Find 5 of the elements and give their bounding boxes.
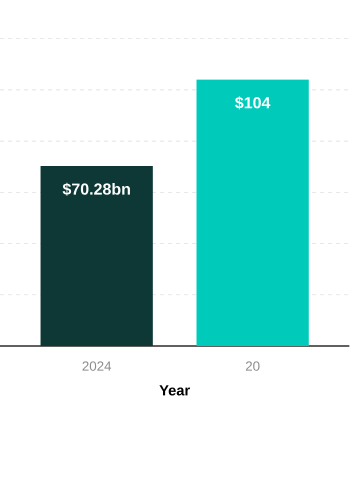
x-tick-label: 2024: [82, 361, 112, 371]
data-label: $70.28bn: [62, 182, 130, 196]
x-tick-label: 20: [246, 361, 260, 371]
x-axis-title: Year: [159, 385, 190, 396]
data-label: $104: [235, 96, 270, 110]
